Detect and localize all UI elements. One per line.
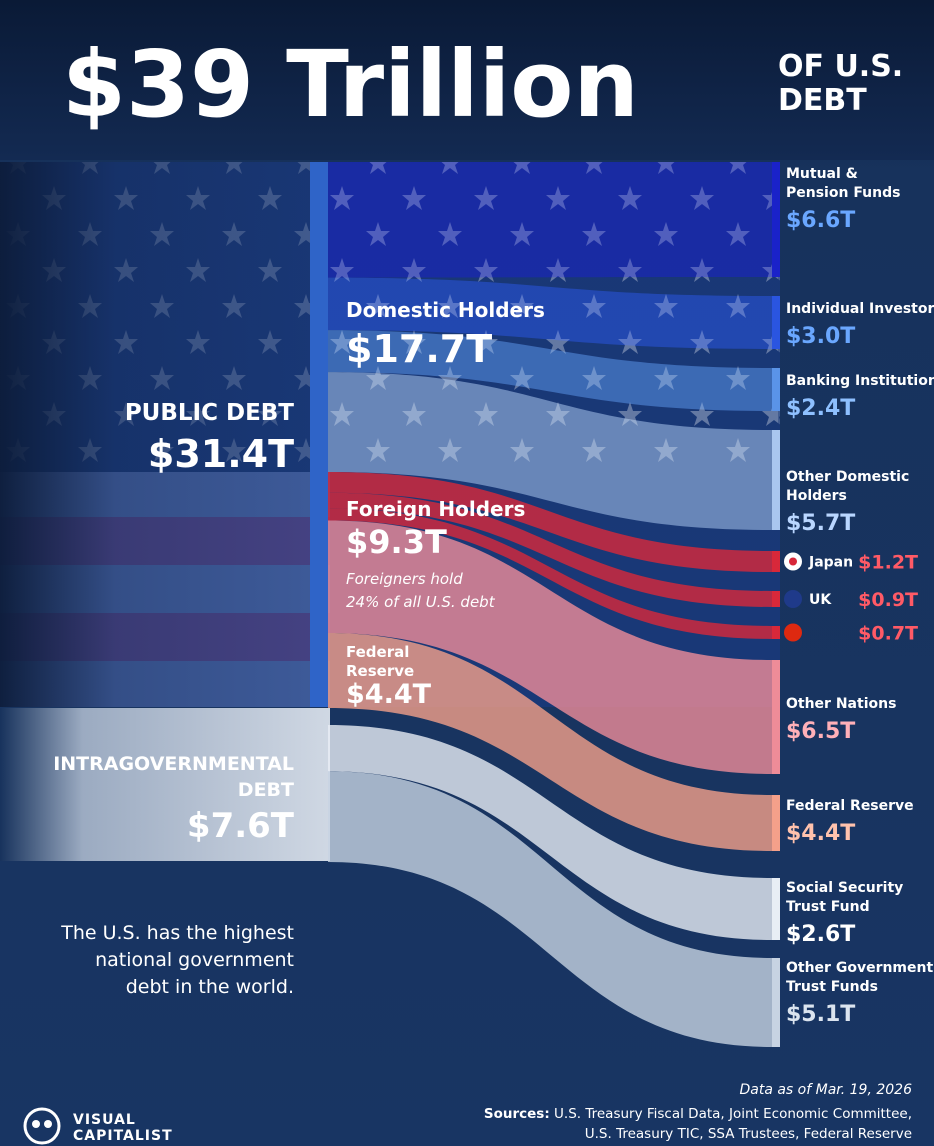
brand-line2: CAPITALIST [73,1128,173,1144]
holder-value-japan: $1.2T [858,552,918,574]
bar-othernations [772,660,780,774]
holder-value-othergov: $5.1T [786,1002,855,1027]
bar-socsec [772,878,780,940]
holder-value-china: $0.7T [858,623,918,645]
holder-value-banking: $2.4T [786,396,855,421]
public-debt-label: PUBLIC DEBT [125,400,294,426]
foreign-holders-label: Foreign Holders [346,497,525,521]
holder-value-othernations: $6.5T [786,719,855,744]
foreign-note-line2: 24% of all U.S. debt [346,593,496,611]
domestic-stars-overlay [328,162,778,472]
flow-japan [328,472,772,572]
holder-name-othergov-line1: Other Government [786,960,933,976]
holder-name-othernations-line1: Other Nations [786,696,896,712]
title-band [0,0,934,160]
uk-flag-icon [784,590,802,608]
bar-uk [772,591,780,607]
holder-name-individual-line1: Individual Investors [786,301,934,317]
flow-othergov [328,771,772,1047]
bar-banking [772,368,780,411]
page-title: $39 Trillion [62,31,639,138]
holder-value-socsec: $2.6T [786,922,855,947]
domestic-holders-label: Domestic Holders [346,298,545,322]
bar-fedres [772,795,780,851]
holder-name-othergov-line2: Trust Funds [786,979,878,995]
holder-name-japan: Japan [808,555,853,571]
holder-value-individual: $3.0T [786,324,855,349]
brand-logo-icon [23,1107,61,1145]
bar-japan [772,551,780,572]
title-suffix-line1: OF U.S. [778,49,903,84]
holder-name-otherdom-line2: Holders [786,488,847,504]
holder-bars [772,162,780,1047]
holder-labels: Mutual & Pension Funds $6.6T Individual Inv… [784,166,934,1027]
sources-label: Sources: [484,1106,550,1122]
holder-value-uk: $0.9T [858,589,918,611]
holder-name-uk: UK [809,592,832,608]
fed-group-label-line2: Reserve [346,662,414,680]
foreign-holders-value: $9.3T [346,523,447,561]
note-line2: national government [95,949,294,971]
holder-name-fedres-line1: Federal Reserve [786,798,914,814]
flow-china [328,508,772,639]
holder-name-mutual-line1: Mutual & [786,166,858,182]
foreign-note-line1: Foreigners hold [346,570,463,588]
intragov-label-line2: DEBT [238,779,294,801]
note-line1: The U.S. has the highest [60,922,294,944]
holder-name-mutual-line2: Pension Funds [786,185,900,201]
bar-individual [772,296,780,349]
holder-name-socsec-line1: Social Security [786,880,903,896]
bar-otherdom [772,430,780,530]
japan-flag-dot [789,557,797,566]
intragov-source-band [0,708,330,861]
flow-uk [328,492,772,607]
title-suffix-line2: DEBT [778,83,867,118]
visual-capitalist-logo: VISUAL CAPITALIST [23,1107,173,1145]
flow-fedres [328,633,772,851]
holder-name-banking-line1: Banking Institutions [786,373,934,389]
intragov-value: $7.6T [187,806,295,846]
public-debt-value: $31.4T [148,432,294,476]
note-line3: debt in the world. [126,976,294,998]
china-flag-icon [784,623,802,642]
flow-socsec [328,725,772,940]
holder-value-fedres: $4.4T [786,821,855,846]
bar-mutual [772,162,780,277]
flow-othernations [328,520,772,774]
intragov-label-line1: INTRAGOVERNMENTAL [53,753,294,775]
fed-group-value: $4.4T [346,679,432,710]
fed-group-label-line1: Federal [346,643,409,661]
brand-line1: VISUAL [73,1112,136,1128]
domestic-holders-value: $17.7T [346,327,492,371]
holder-value-mutual: $6.6T [786,208,855,233]
holder-value-otherdom: $5.7T [786,511,855,536]
public-debt-divider [310,162,328,707]
holder-name-otherdom-line1: Other Domestic [786,469,909,485]
sources-line2: U.S. Treasury TIC, SSA Trustees, Federal… [585,1126,912,1142]
bar-othergov [772,958,780,1047]
holder-name-socsec-line2: Trust Fund [786,899,870,915]
sources-text-line1: U.S. Treasury Fiscal Data, Joint Economi… [554,1106,912,1122]
data-date: Data as of Mar. 19, 2026 [739,1082,912,1098]
sankey-flows [328,162,778,1047]
sources-line1: Sources: U.S. Treasury Fiscal Data, Join… [484,1106,912,1122]
bar-china [772,626,780,639]
